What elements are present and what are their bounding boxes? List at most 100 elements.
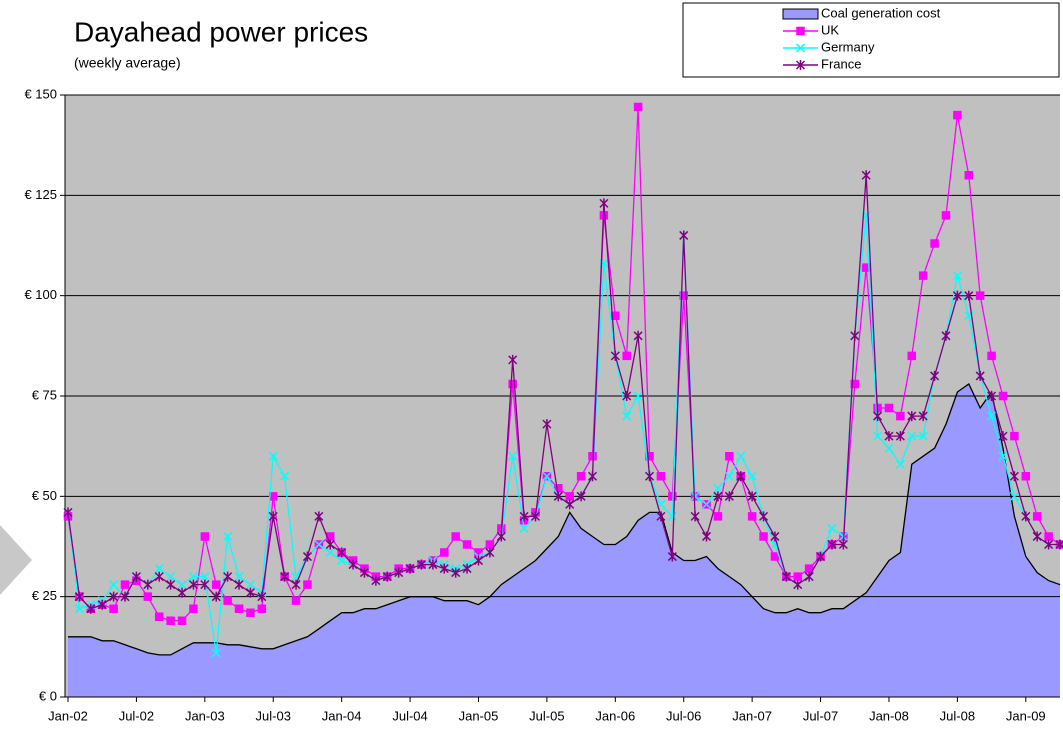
series-marker [394,567,404,578]
series-marker [280,571,290,582]
x-tick-label: Jan-02 [48,708,88,723]
legend-marker [796,26,805,36]
series-marker [1044,532,1053,541]
series-marker [941,330,951,341]
series-marker [1010,431,1019,441]
x-tick-label: Jul-08 [940,708,975,723]
series-marker [850,330,860,341]
series-marker [656,472,666,481]
series-marker [1009,471,1019,482]
series-marker [918,431,928,441]
series-marker [542,471,552,481]
series-marker [188,572,198,582]
series-marker [975,291,985,300]
series-marker [200,532,210,541]
series-marker [189,604,198,613]
x-tick-label: Jan-08 [869,708,909,723]
series-marker [907,351,917,361]
series-marker [109,604,118,613]
x-tick-label: Jul-06 [666,708,701,723]
series-marker [918,271,928,280]
series-marker [154,612,164,621]
series-marker [143,579,153,590]
series-marker [268,492,278,501]
series-marker [656,511,666,522]
series-marker [211,648,221,658]
series-marker [234,579,244,590]
series-marker [759,532,768,541]
series-marker [302,551,312,562]
series-marker [690,491,700,501]
series-marker [975,370,985,381]
series-marker [633,330,643,341]
x-tick-label: Jul-02 [119,708,154,723]
series-marker [1032,531,1042,542]
series-marker [952,271,962,281]
series-marker [74,604,84,614]
x-tick-label: Jan-06 [595,708,635,723]
series-marker [462,540,472,549]
series-marker [325,547,335,558]
legend-swatch [782,8,819,20]
series-marker [245,580,255,590]
series-marker [154,564,164,574]
series-marker [667,551,677,562]
series-marker [895,431,905,442]
series-marker [747,512,757,521]
series-marker [884,403,894,413]
series-marker [245,587,255,598]
series-marker [998,431,1008,442]
series-marker [724,491,734,502]
series-marker [451,567,461,578]
series-marker [553,491,563,502]
series-marker [987,351,996,361]
series-marker [177,587,187,598]
series-marker [759,511,769,522]
series-marker [211,580,221,589]
legend-marker [795,43,806,53]
series-marker [496,531,506,542]
series-marker [519,511,529,522]
series-marker [291,579,301,590]
series-marker [405,563,415,574]
series-marker [314,511,324,522]
series-marker [770,552,780,561]
x-tick-label: Jul-03 [256,708,291,723]
series-marker [268,511,278,522]
series-marker [599,198,609,209]
series-marker [371,575,381,586]
legend-label: Germany [821,39,875,54]
series-marker [725,451,734,461]
y-tick-label: € 125 [24,187,57,202]
series-marker [896,411,905,421]
series-marker [987,391,997,401]
series-marker [827,539,837,550]
series-marker [565,492,574,501]
series-marker [223,531,233,541]
y-tick-label: € 75 [32,387,57,402]
series-marker [964,290,974,301]
y-tick-label: € 50 [32,488,57,503]
series-marker [234,572,244,582]
series-marker [337,556,347,566]
series-marker [291,596,301,605]
series-marker [348,559,358,570]
series-marker [873,431,883,441]
series-marker [211,591,221,602]
series-marker [428,559,438,570]
series-marker [827,523,837,533]
series-marker [223,571,233,582]
x-tick-label: Jan-04 [322,708,362,723]
series-marker [314,539,324,550]
series-marker [246,608,255,617]
series-marker [622,411,632,421]
series-marker [200,572,210,582]
series-marker [907,411,917,422]
side-arrow [0,525,32,595]
series-marker [724,471,734,481]
series-marker [930,239,939,248]
series-marker [280,471,290,481]
series-marker [565,499,575,510]
y-tick-label: € 0 [39,688,57,703]
legend-label: Coal generation cost [821,5,941,20]
